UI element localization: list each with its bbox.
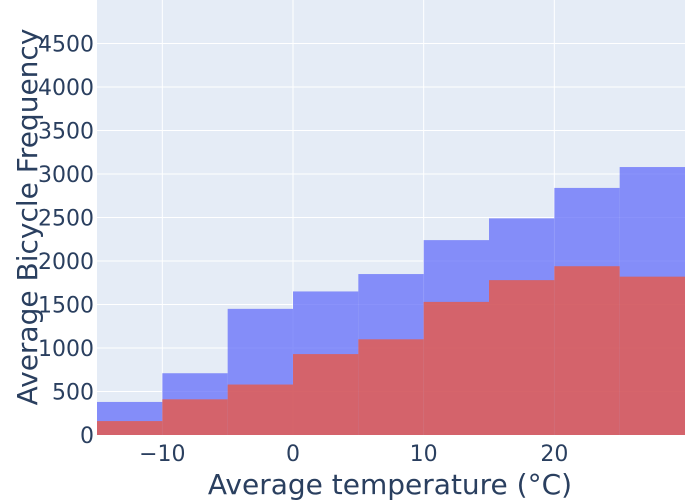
series-2 [97, 266, 685, 435]
y-tick-label: 500 [52, 381, 94, 406]
series-2-bar-4 [293, 354, 359, 435]
y-axis-title: Average Bicycle Frequency [11, 29, 44, 406]
x-tick-label: 0 [286, 442, 300, 467]
series-2-bar-6 [423, 301, 489, 435]
y-tick-label: 0 [80, 424, 94, 449]
series-2-bar-1 [97, 421, 163, 435]
y-tick-label: 3000 [38, 163, 94, 188]
series-2-bar-9 [619, 276, 685, 435]
x-tick-labels: −10 0 10 20 [139, 442, 568, 467]
series-2-bar-2 [162, 399, 228, 435]
y-tick-labels: 0 500 1000 1500 2000 2500 3000 3500 4000 4500 [38, 33, 94, 450]
y-tick-label: 2000 [38, 250, 94, 275]
series-2-bar-7 [489, 280, 555, 435]
y-tick-label: 4500 [38, 33, 94, 58]
x-tick-label: −10 [139, 442, 185, 467]
bars-layer [97, 167, 685, 436]
y-tick-label: 1500 [38, 294, 94, 319]
y-tick-label: 1000 [38, 337, 94, 362]
series-2-bar-3 [227, 384, 293, 435]
y-tick-label: 2500 [38, 207, 94, 232]
x-tick-label: 20 [540, 442, 568, 467]
x-tick-label: 10 [410, 442, 438, 467]
y-tick-label: 4000 [38, 76, 94, 101]
series-2-bar-8 [554, 266, 620, 435]
y-tick-label: 3500 [38, 120, 94, 145]
x-axis-title: Average temperature (°C) [208, 468, 572, 500]
series-2-bar-5 [358, 339, 424, 435]
